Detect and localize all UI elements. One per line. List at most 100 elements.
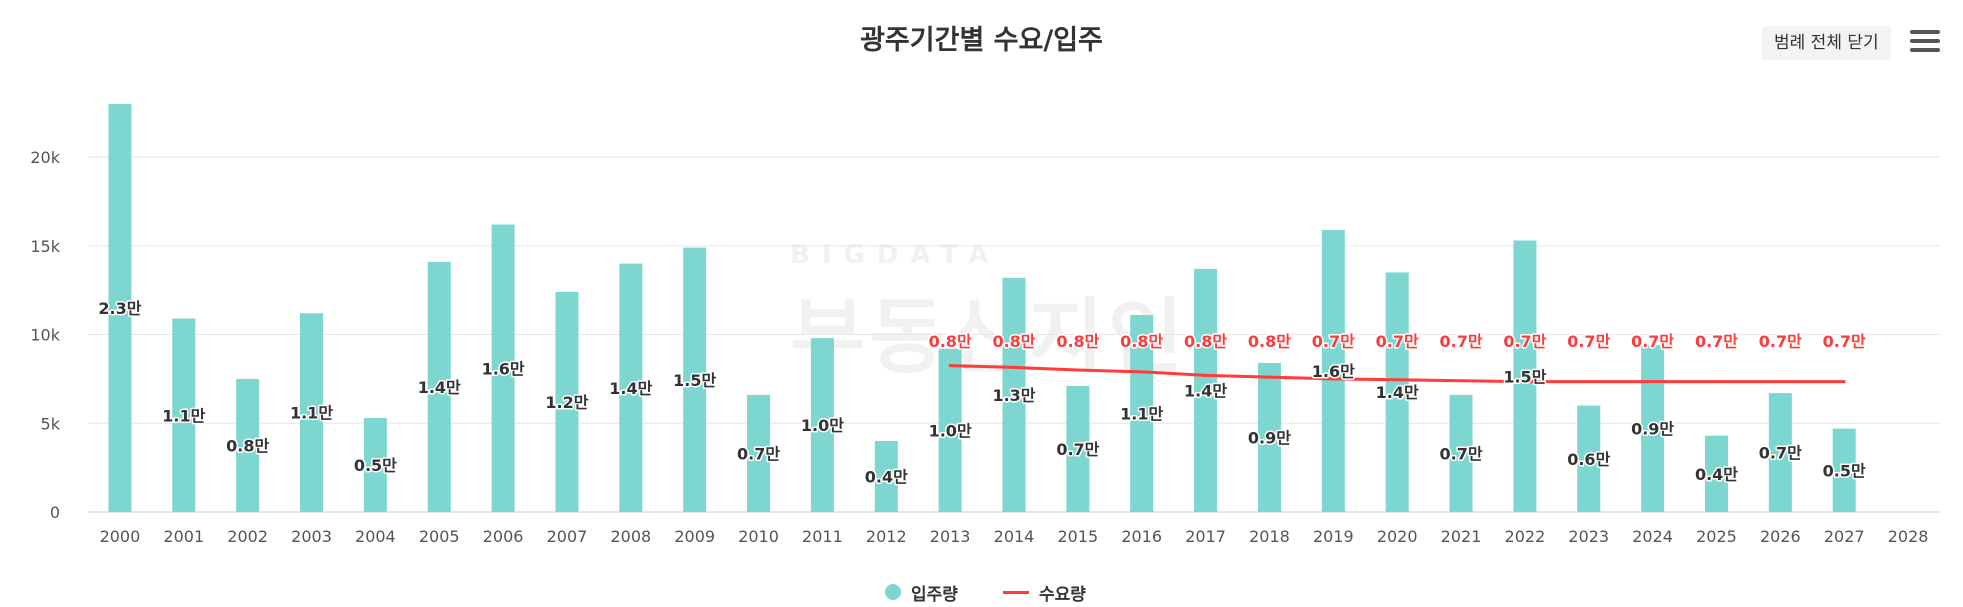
x-tick-label: 2027 [1824, 527, 1865, 546]
chart-plot: 2.3만 1.1만 0.8만 1.1만 0.5만 1.4만 1.6만 1.2만 1.4만 1.5만… [30, 103, 1940, 546]
x-tick-label: 2009 [674, 527, 715, 546]
bar-2004[interactable] [363, 417, 387, 512]
bar-2019[interactable] [1321, 229, 1345, 513]
bar-value-label-2022: 1.5만 [1503, 367, 1546, 386]
bar-value-label-2011: 1.0만 [801, 416, 844, 435]
bar-2014[interactable] [1002, 277, 1026, 512]
bar-2008[interactable] [619, 263, 643, 512]
bar-value-label-2005: 1.4만 [418, 378, 461, 397]
bar-series-입주량 [108, 103, 1856, 513]
line-point-2023[interactable] [1587, 380, 1591, 384]
line-point-2027[interactable] [1842, 380, 1846, 384]
bar-value-label-2004: 0.5만 [354, 456, 397, 475]
hamburger-menu-icon[interactable] [1910, 30, 1940, 56]
line-value-label-2014: 0.8만 [992, 332, 1035, 351]
x-tick-label: 2016 [1121, 527, 1162, 546]
bar-2000[interactable] [108, 103, 132, 512]
x-tick-label: 2013 [930, 527, 971, 546]
bar-2018[interactable] [1257, 362, 1281, 512]
bar-value-label-2001: 1.1만 [162, 406, 205, 425]
bar-2011[interactable] [810, 338, 834, 512]
bar-2002[interactable] [236, 378, 260, 512]
line-value-label-2018: 0.8만 [1248, 332, 1291, 351]
legend-label-수요량: 수요량 [1039, 584, 1086, 605]
line-value-label-2015: 0.8만 [1056, 332, 1099, 351]
line-point-2018[interactable] [1267, 375, 1271, 379]
line-value-label-2017: 0.8만 [1184, 332, 1227, 351]
bar-2003[interactable] [300, 313, 324, 512]
y-tick-label: 20k [30, 148, 60, 167]
bar-2009[interactable] [683, 247, 707, 512]
line-point-2024[interactable] [1651, 380, 1655, 384]
line-value-label-2016: 0.8만 [1120, 332, 1163, 351]
legend-item-입주량[interactable]: 입주량 [885, 580, 958, 605]
line-point-2019[interactable] [1331, 377, 1335, 381]
line-point-2017[interactable] [1204, 373, 1208, 377]
chart-legend: 입주량 수요량 [0, 580, 1963, 605]
line-point-2022[interactable] [1523, 380, 1527, 384]
line-point-2020[interactable] [1395, 378, 1399, 382]
bar-2020[interactable] [1385, 272, 1409, 512]
bar-value-label-2003: 1.1만 [290, 404, 333, 423]
chart-title: 광주기간별 수요/입주 [860, 25, 1103, 56]
bar-value-label-2007: 1.2만 [545, 393, 588, 412]
bar-value-label-2000: 2.3만 [98, 299, 141, 318]
y-tick-label: 15k [30, 237, 60, 256]
x-tick-label: 2021 [1441, 527, 1482, 546]
line-point-2013[interactable] [948, 364, 952, 368]
x-tick-label: 2003 [291, 527, 332, 546]
line-value-label-2022: 0.7만 [1503, 332, 1546, 351]
bar-value-label-2010: 0.7만 [737, 444, 780, 463]
x-tick-label: 2019 [1313, 527, 1354, 546]
legend-item-수요량[interactable]: 수요량 [1003, 580, 1086, 605]
menu-bar-top [1910, 30, 1940, 34]
y-tick-label: 0 [50, 503, 60, 522]
x-tick-label: 2026 [1760, 527, 1801, 546]
x-tick-label: 2010 [738, 527, 779, 546]
bar-2007[interactable] [555, 291, 579, 512]
bar-2023[interactable] [1577, 405, 1601, 512]
x-tick-label: 2000 [100, 527, 141, 546]
bar-2021[interactable] [1449, 394, 1473, 512]
legend-circle-icon [885, 584, 901, 600]
bar-value-label-2015: 0.7만 [1056, 440, 1099, 459]
x-tick-label: 2015 [1058, 527, 1099, 546]
bar-2001[interactable] [172, 318, 196, 512]
bar-2025[interactable] [1704, 435, 1728, 512]
bar-2010[interactable] [747, 394, 771, 512]
bar-2027[interactable] [1832, 428, 1856, 512]
bar-value-label-2017: 1.4만 [1184, 381, 1227, 400]
x-tick-label: 2017 [1185, 527, 1226, 546]
bar-2006[interactable] [491, 224, 515, 512]
line-point-2025[interactable] [1714, 380, 1718, 384]
bar-2005[interactable] [427, 261, 451, 512]
x-tick-label: 2004 [355, 527, 396, 546]
bar-2026[interactable] [1768, 393, 1792, 512]
line-value-label-2021: 0.7만 [1439, 332, 1482, 351]
line-point-2015[interactable] [1076, 368, 1080, 372]
line-point-2016[interactable] [1140, 370, 1144, 374]
bar-2012[interactable] [874, 441, 898, 512]
legend-toggle-button[interactable]: 범례 전체 닫기 [1762, 26, 1891, 60]
line-point-2014[interactable] [1012, 365, 1016, 369]
line-value-label-2013: 0.8만 [929, 332, 972, 351]
bar-2016[interactable] [1130, 315, 1154, 512]
bar-2017[interactable] [1194, 268, 1218, 512]
line-series-수요량 [948, 364, 1846, 384]
bar-value-label-2018: 0.9만 [1248, 428, 1291, 447]
line-point-2026[interactable] [1778, 380, 1782, 384]
bar-value-label-2012: 0.4만 [865, 468, 908, 487]
x-tick-label: 2024 [1632, 527, 1673, 546]
bar-value-label-2006: 1.6만 [482, 359, 525, 378]
line-value-label-2023: 0.7만 [1567, 332, 1610, 351]
bar-2022[interactable] [1513, 240, 1537, 512]
bar-2013[interactable] [938, 348, 962, 512]
line-point-2021[interactable] [1459, 379, 1463, 383]
x-tick-label: 2002 [227, 527, 268, 546]
bar-2015[interactable] [1066, 386, 1090, 512]
axis-labels: 0 5k 10k 15k 20k 2000 2001 2002 2003 2004 2005 2006… [30, 148, 1928, 546]
bar-2024[interactable] [1641, 345, 1665, 512]
bar-value-label-2025: 0.4만 [1695, 465, 1738, 484]
x-tick-label: 2007 [547, 527, 588, 546]
x-tick-label: 2028 [1888, 527, 1929, 546]
